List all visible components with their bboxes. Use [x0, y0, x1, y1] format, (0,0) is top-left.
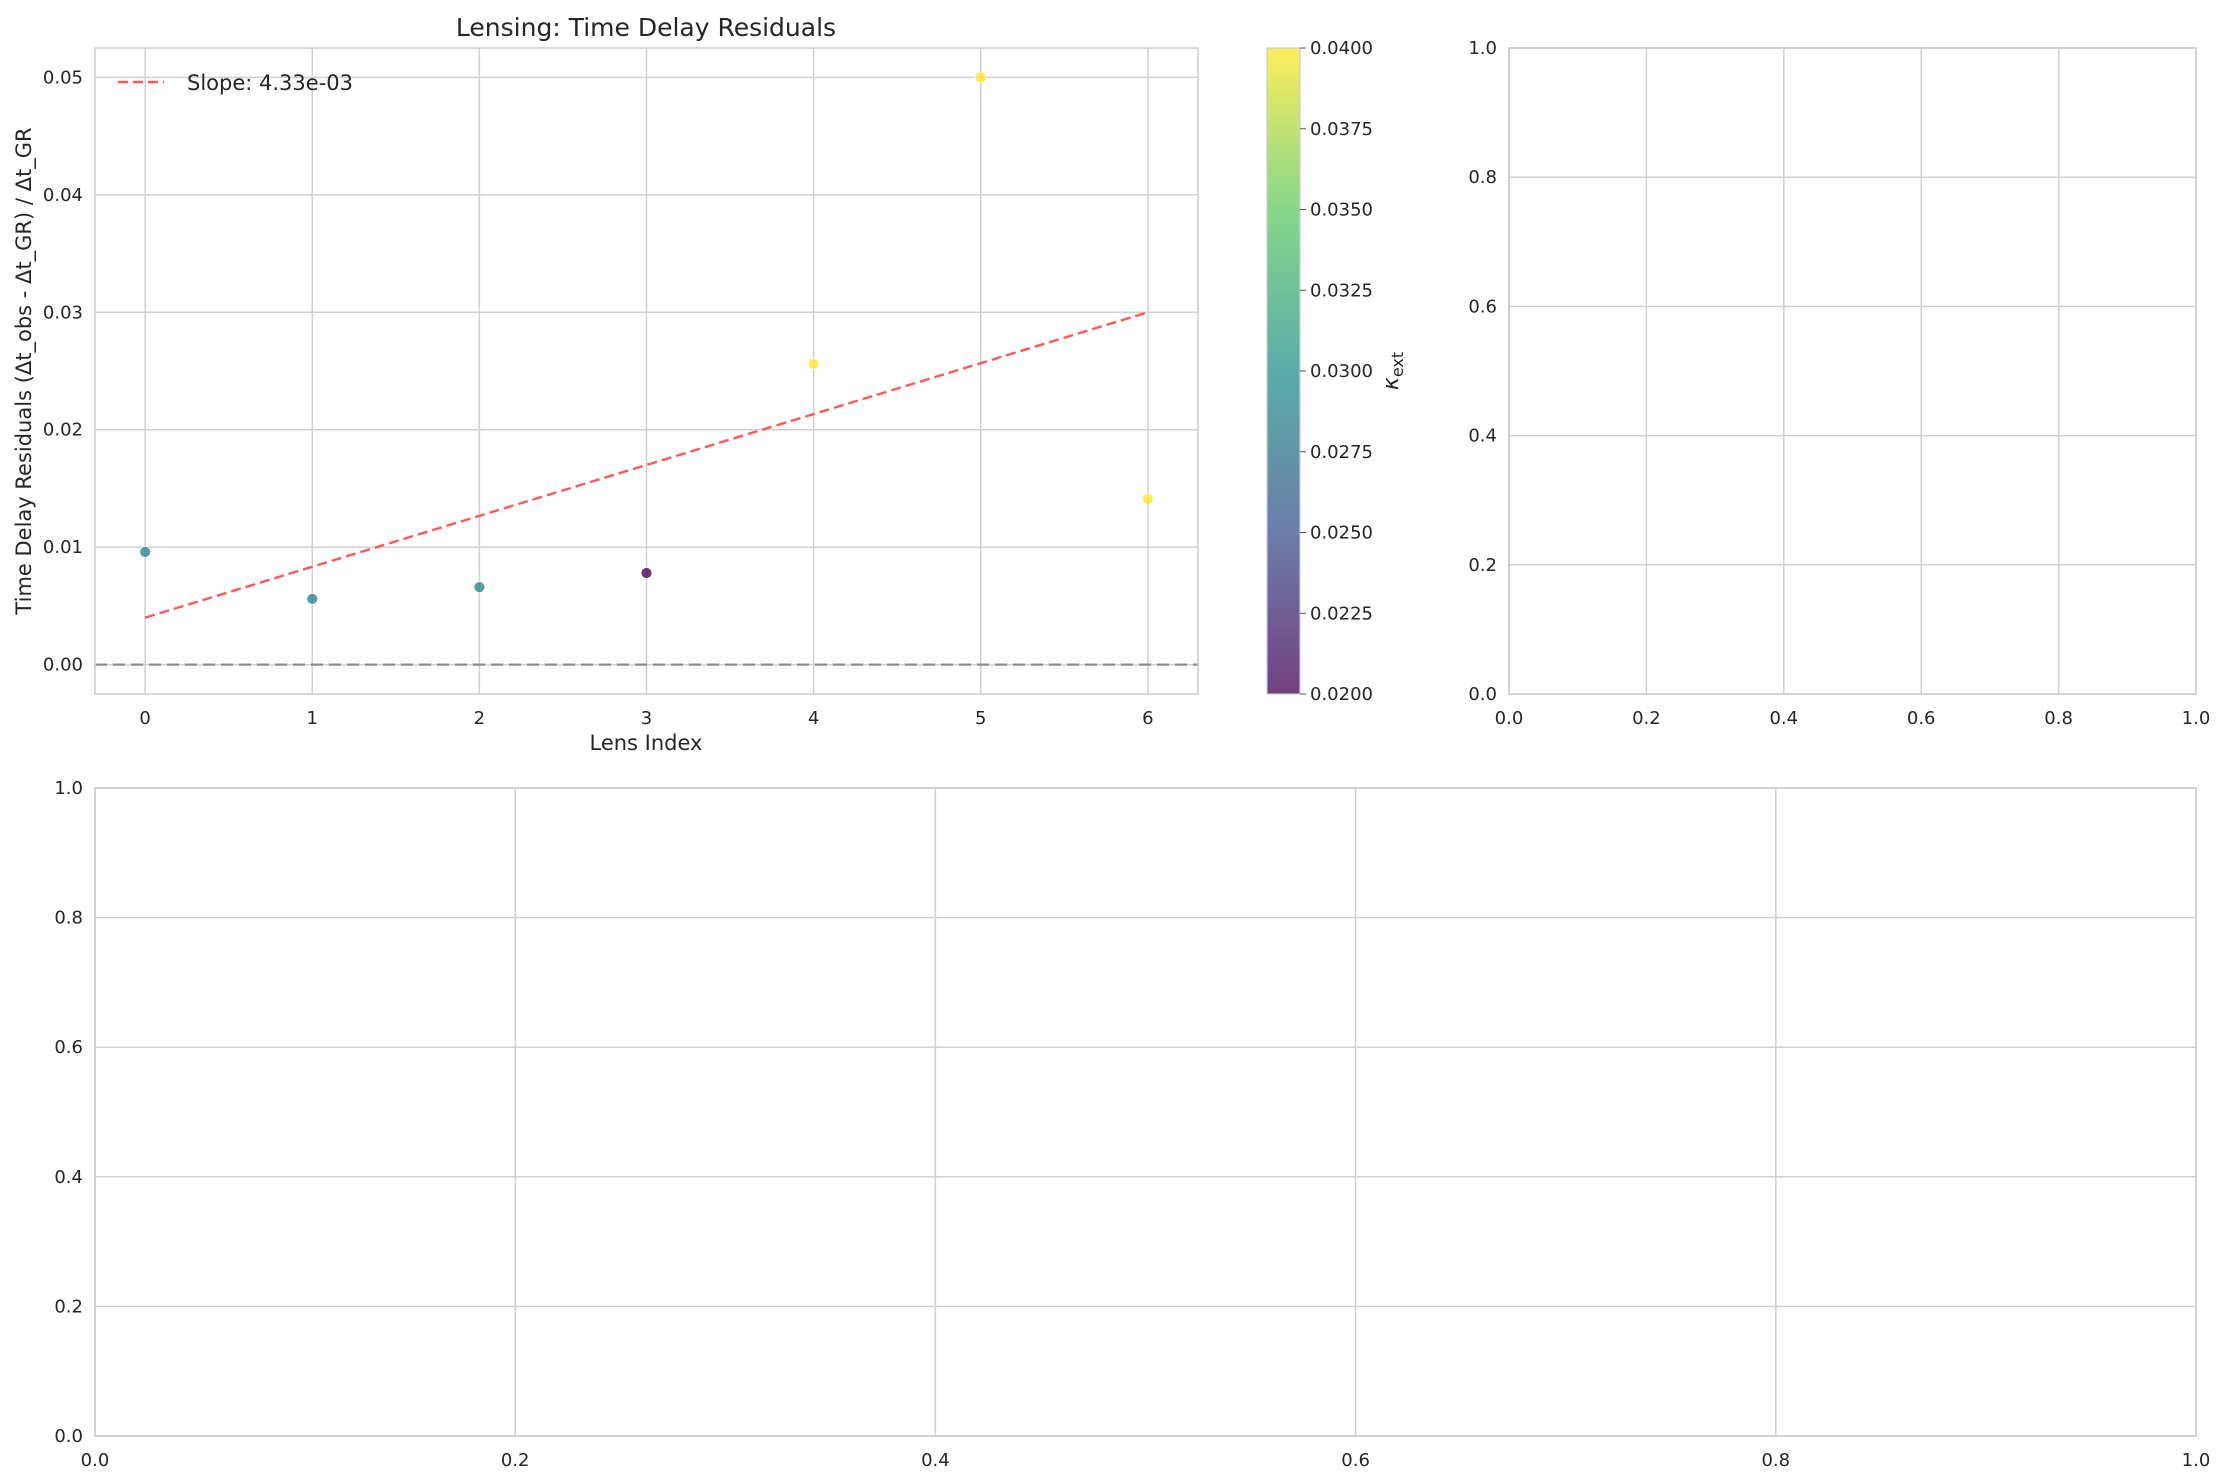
bottom-y-tick-labels: 0.0 0.2 0.4 0.6 0.8 1.0	[54, 778, 83, 1447]
main-axes-frame	[94, 47, 1199, 695]
y-tick-label: 0.01	[43, 537, 83, 558]
x-tick-label: 0.0	[1495, 708, 1524, 729]
y-tick-label: 0.03	[43, 302, 83, 323]
bottom-x-tick-labels: 0.0 0.2 0.4 0.6 0.8 1.0	[81, 1450, 2211, 1471]
main-gridlines	[95, 48, 1198, 694]
y-tick-label: 0.04	[43, 185, 83, 206]
empty-axes-bottom: 0.0 0.2 0.4 0.6 0.8 1.0 0.0 0.2 0.4 0.6 0.8 1.0	[54, 778, 2210, 1471]
empty-axes-top-right: 0.0 0.2 0.4 0.6 0.8 1.0 0.0 0.2 0.4 0.6 0.8 1.0	[1468, 38, 2210, 729]
x-tick-label: 0.2	[1632, 708, 1661, 729]
x-tick-label: 0	[139, 708, 150, 729]
x-tick-label: 1.0	[2182, 1450, 2211, 1471]
y-tick-label: 0.6	[1468, 296, 1497, 317]
colorbar-tick-labels: 0.0200 0.0225 0.0250 0.0275 0.0300 0.0325 0.03…	[1300, 38, 1373, 705]
y-tick-label: 0.8	[1468, 167, 1497, 188]
x-tick-label: 1.0	[2182, 708, 2211, 729]
colorbar: 0.0200 0.0225 0.0250 0.0275 0.0300 0.0325 0.03…	[1266, 38, 1407, 705]
y-tick-label: 0.6	[54, 1037, 83, 1058]
x-tick-label: 5	[975, 708, 986, 729]
x-tick-label: 6	[1142, 708, 1153, 729]
main-chart-title: Lensing: Time Delay Residuals	[456, 13, 836, 42]
x-tick-label: 0.6	[1341, 1450, 1370, 1471]
bottom-gridlines	[94, 787, 2197, 1437]
y-tick-label: 0.2	[1468, 555, 1497, 576]
x-tick-label: 2	[474, 708, 485, 729]
colorbar-tick-label: 0.0225	[1310, 603, 1373, 624]
y-tick-label: 0.00	[43, 655, 83, 676]
legend-fit-line-label: Slope: 4.33e-03	[187, 71, 353, 95]
fit-line	[144, 311, 1149, 619]
colorbar-tick-label: 0.0250	[1310, 523, 1373, 544]
top-right-y-tick-labels: 0.0 0.2 0.4 0.6 0.8 1.0	[1468, 38, 1497, 705]
data-point-2	[473, 581, 486, 594]
bottom-axes-frame	[94, 787, 2197, 1437]
top-right-x-tick-labels: 0.0 0.2 0.4 0.6 0.8 1.0	[1495, 708, 2211, 729]
colorbar-tick-label: 0.0300	[1310, 361, 1373, 382]
colorbar-label: κext	[1379, 352, 1407, 390]
data-point-4	[807, 358, 820, 370]
x-tick-label: 0.8	[2044, 708, 2073, 729]
data-point-5	[974, 71, 987, 84]
colorbar-tick-label: 0.0200	[1310, 684, 1373, 705]
data-points	[139, 71, 1154, 605]
data-point-1	[306, 592, 319, 605]
colorbar-tick-label: 0.0325	[1310, 280, 1373, 301]
x-tick-label: 0.0	[81, 1450, 110, 1471]
y-tick-label: 0.4	[1468, 426, 1497, 447]
y-tick-label: 0.05	[43, 67, 83, 88]
main-x-tick-labels: 0 1 2 3 4 5 6	[139, 708, 1153, 729]
x-tick-label: 0.8	[1761, 1450, 1790, 1471]
x-tick-label: 0.4	[921, 1450, 950, 1471]
colorbar-tick-label: 0.0350	[1310, 200, 1373, 221]
y-tick-label: 1.0	[1468, 38, 1497, 59]
y-tick-label: 1.0	[54, 778, 83, 799]
colorbar-tick-label: 0.0400	[1310, 38, 1373, 59]
x-tick-label: 1	[307, 708, 318, 729]
y-tick-label: 0.0	[1468, 684, 1497, 705]
top-right-axes-frame	[1508, 47, 2197, 695]
colorbar-gradient	[1267, 48, 1300, 694]
top-right-gridlines	[1508, 47, 2197, 695]
x-tick-label: 4	[808, 708, 819, 729]
main-y-axis-label: Time Delay Residuals (Δt_obs - Δt_GR) / …	[12, 127, 37, 615]
y-tick-label: 0.2	[54, 1296, 83, 1317]
x-tick-label: 3	[641, 708, 652, 729]
main-x-axis-label: Lens Index	[590, 731, 703, 755]
x-tick-label: 0.6	[1907, 708, 1936, 729]
main-scatter-axes: 0 1 2 3 4 5 6 0.00 0.01 0.02 0.03 0.04 0.05 Lensing…	[12, 13, 1199, 755]
colorbar-tick-label: 0.0275	[1310, 442, 1373, 463]
x-tick-label: 0.4	[1769, 708, 1798, 729]
y-tick-label: 0.4	[54, 1167, 83, 1188]
data-point-6	[1141, 493, 1154, 505]
y-tick-label: 0.02	[43, 420, 83, 441]
main-y-tick-labels: 0.00 0.01 0.02 0.03 0.04 0.05	[43, 67, 83, 675]
y-tick-label: 0.8	[54, 908, 83, 929]
data-point-3	[640, 567, 653, 579]
colorbar-tick-label: 0.0375	[1310, 119, 1373, 140]
y-tick-label: 0.0	[54, 1426, 83, 1447]
data-point-0	[139, 545, 152, 558]
legend: Slope: 4.33e-03	[118, 71, 353, 95]
x-tick-label: 0.2	[501, 1450, 530, 1471]
